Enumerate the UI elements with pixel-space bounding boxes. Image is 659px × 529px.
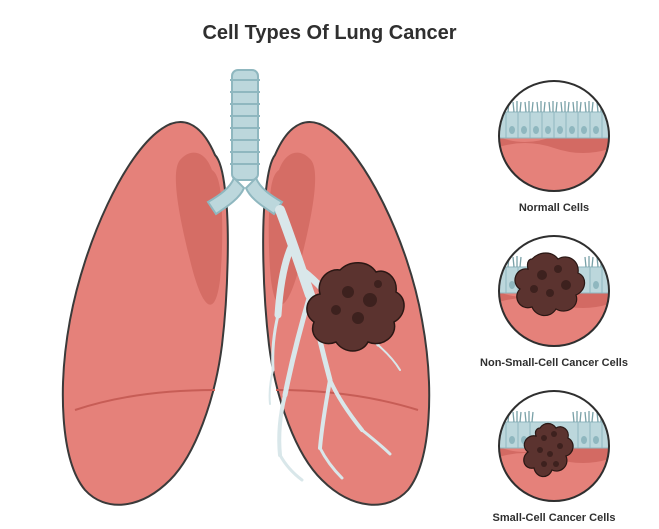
diagram-canvas: Cell Types Of Lung Cancer (0, 0, 659, 529)
tumor-lobule (374, 280, 382, 288)
nsclc-mass (515, 253, 585, 316)
left-lung (63, 122, 228, 505)
cilia (501, 411, 605, 422)
inset-sclc-svg (496, 388, 612, 504)
tumor-lobule (352, 312, 364, 324)
inset-sclc-label: Small-Cell Cancer Cells (493, 512, 616, 525)
lungs-illustration (30, 60, 460, 510)
inset-column: Normall Cells (469, 78, 639, 526)
tumor-lobule (342, 286, 354, 298)
lungs-svg (30, 60, 460, 510)
inset-normal-svg (496, 78, 612, 194)
diagram-title: Cell Types Of Lung Cancer (0, 22, 659, 45)
inset-nsclc: Non-Small-Cell Cancer Cells (480, 233, 628, 370)
tumor-lobule (331, 305, 341, 315)
cilia (501, 101, 605, 112)
inset-nsclc-label: Non-Small-Cell Cancer Cells (480, 357, 628, 370)
tumor-lobule (363, 293, 377, 307)
inset-normal-label: Normall Cells (519, 202, 589, 215)
inset-nsclc-svg (496, 233, 612, 349)
inset-normal: Normall Cells (496, 78, 612, 215)
inset-sclc: Small-Cell Cancer Cells (493, 388, 616, 525)
